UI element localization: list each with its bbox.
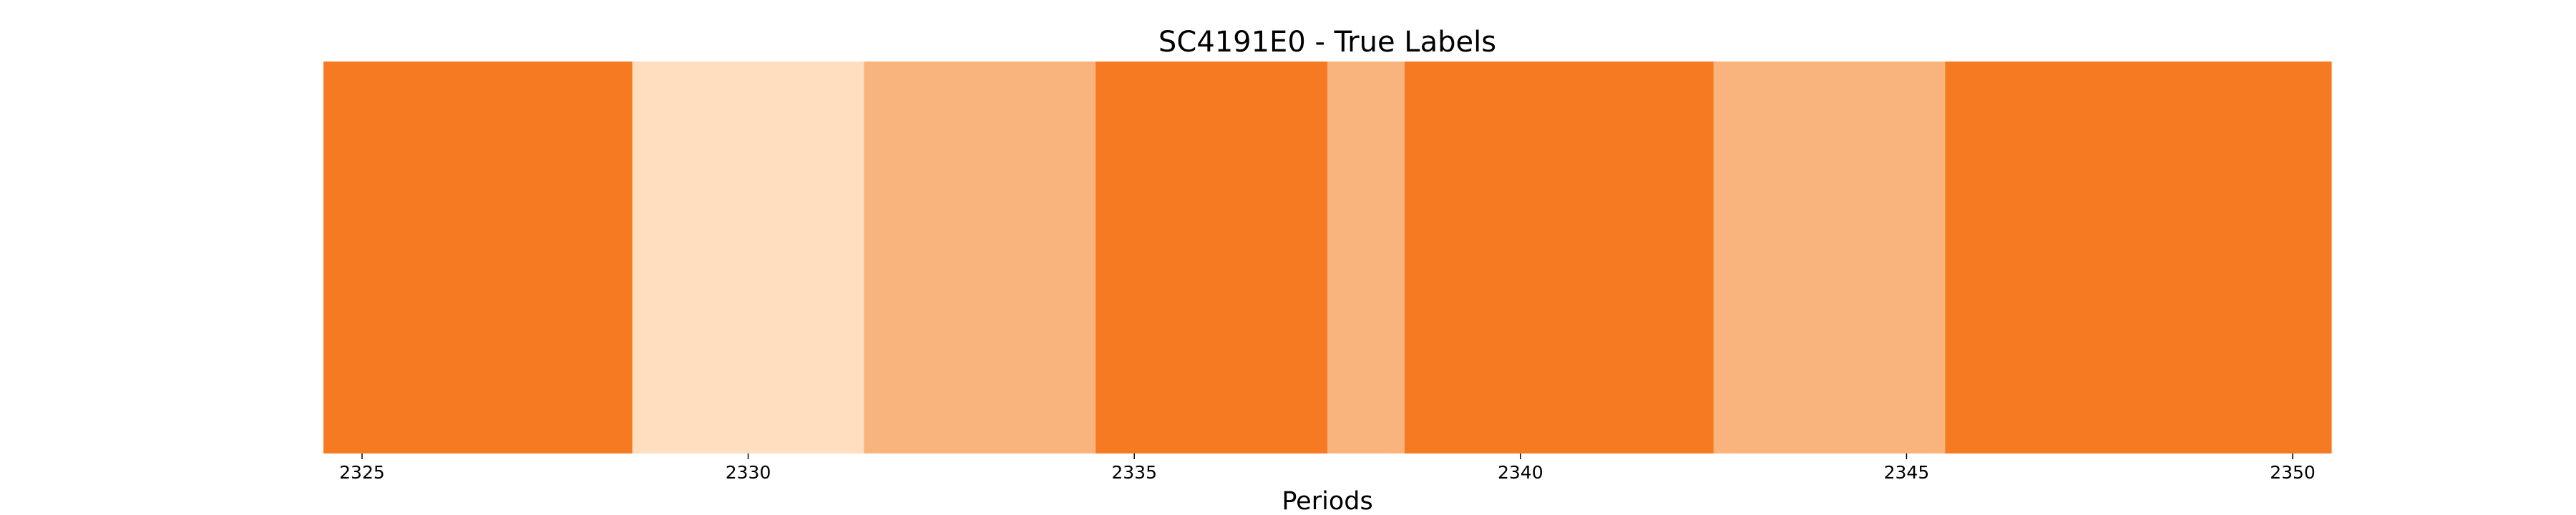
x-tick-label: 2330: [726, 462, 771, 483]
heatmap-cell-0: [323, 62, 633, 453]
x-axis-label: Periods: [1282, 487, 1372, 515]
heatmap-cell-7: [1945, 62, 2332, 453]
heatmap-cell-5: [1404, 62, 1714, 453]
heatmap-cell-1: [632, 62, 865, 453]
heatmap-cell-2: [864, 62, 1096, 453]
heatmap-cell-4: [1327, 62, 1405, 453]
heatmap-cell-6: [1713, 62, 1946, 453]
plot-area: [323, 62, 2332, 453]
heatmap-cell-3: [1096, 62, 1328, 453]
x-axis: 2325 2330 2335 2340 2345 2350: [339, 453, 2316, 483]
x-tick-label: 2335: [1111, 462, 1157, 483]
chart-title: SC4191E0 - True Labels: [1158, 26, 1496, 59]
x-tick-label: 2340: [1498, 462, 1543, 483]
x-tick-label: 2345: [1884, 462, 1930, 483]
x-tick-label: 2325: [339, 462, 385, 483]
x-tick-label: 2350: [2270, 462, 2316, 483]
